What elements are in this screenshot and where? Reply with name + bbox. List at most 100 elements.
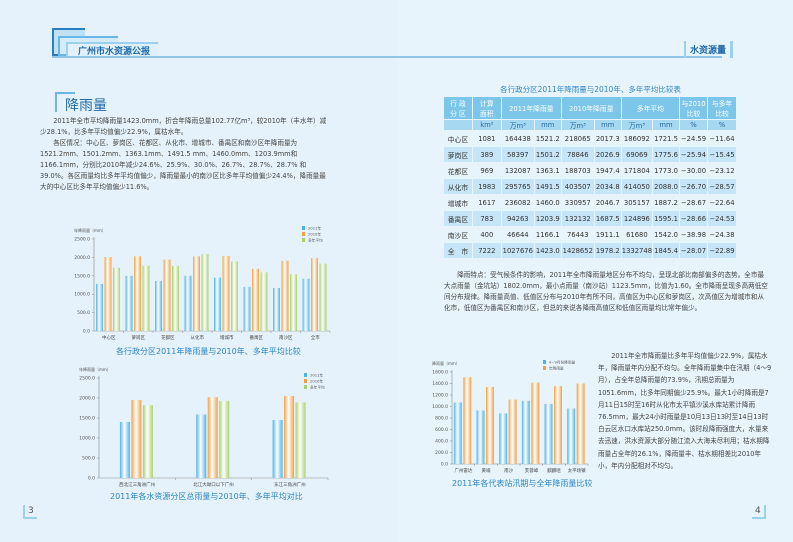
table-title: 各行政分区2011年降雨量与2010年、多年平均比较表 (500, 85, 681, 94)
x-tick-label: 全市 (311, 334, 320, 341)
unit: mm (534, 120, 562, 131)
th: 2010年降雨量 (561, 97, 622, 120)
bar-多年平均 (201, 254, 209, 331)
table-cell: 南沙区 (444, 227, 473, 243)
paragraph: 2011年全市降雨量比多年平均值偏少22.9%，属枯水年，降雨量年内分配不均匀。… (598, 352, 772, 470)
table-cell: 番禺区 (444, 211, 473, 227)
intro-text: 2011年全市平均降雨量1423.0mm，折合年降雨总量102.77亿m³，较2… (40, 116, 332, 193)
table-cell: −28.66 (680, 211, 708, 227)
table-cell: 414050 (621, 179, 654, 195)
bar-4~9月份降雨量 (544, 403, 553, 464)
unit: 万m³ (561, 120, 595, 131)
table-cell: 萝岗区 (444, 147, 473, 163)
bar-2011年 (119, 422, 130, 478)
header-ornament (66, 42, 158, 57)
table-cell: 2088.0 (653, 179, 681, 195)
bar-2010年 (193, 256, 200, 331)
table-cell: 171804 (621, 163, 654, 179)
publication-title: 广州市水资源公报 (78, 47, 151, 57)
bar-多年平均 (260, 272, 268, 331)
table-cell: 1491.5 (534, 179, 562, 195)
table-cell: 58397 (501, 147, 535, 163)
bar-2010年 (252, 268, 259, 331)
table-cell: 7222 (472, 243, 502, 259)
table-cell: 132087 (501, 163, 535, 179)
table-cell: 1775.6 (653, 147, 681, 163)
table-cell: 中心区 (444, 131, 473, 147)
table-cell: 61680 (621, 227, 654, 243)
header-rule (52, 56, 722, 58)
table-row: 从化市 1983 295765 1491.5 403507 2034.8 414050 208… (444, 179, 737, 195)
table-row: 南沙区 400 46644 1166.1 76443 1911.1 61680 1542.0−… (444, 227, 737, 243)
table-cell: 1081 (472, 131, 502, 147)
table-cell: 花都区 (444, 163, 473, 179)
paragraph: 2011年全市平均降雨量1423.0mm，折合年降雨总量102.77亿m³，较2… (40, 117, 327, 136)
bar-4~9月份降雨量 (567, 408, 576, 464)
table-cell: 969 (472, 163, 502, 179)
table-cell: 403507 (561, 179, 595, 195)
table-cell: 1166.1 (534, 227, 562, 243)
table-cell: 389 (472, 147, 502, 163)
table-cell: 1595.1 (653, 211, 681, 227)
table-cell: 1773.0 (653, 163, 681, 179)
bar-2010年 (134, 256, 141, 331)
table-cell: −24.38 (708, 227, 737, 243)
table-cell: 1911.1 (594, 227, 622, 243)
table-cell: 增城市 (444, 195, 473, 211)
bar-多年平均 (231, 261, 238, 331)
bar-2011年 (302, 278, 310, 331)
x-tick-label: 东江三角洲广州 (274, 481, 306, 488)
table-cell: 全 市 (444, 243, 473, 259)
y-tick-label: 1200.0 (432, 393, 448, 399)
bar-2010年 (222, 255, 230, 331)
bar-2011年 (243, 286, 251, 331)
table-cell: −38.98 (680, 227, 708, 243)
chapter-title: 水资源量 (684, 41, 734, 58)
y-tick-label: 1600.0 (432, 370, 448, 376)
unit: km² (472, 120, 502, 131)
th: 2011年降雨量 (501, 97, 562, 120)
legend-swatch (302, 226, 305, 230)
unit: 万m³ (621, 120, 654, 131)
section-ornament (55, 92, 75, 112)
bar-年降雨量 (576, 383, 585, 464)
summary-text: 2011年全市降雨量比多年平均值偏少22.9%，属枯水年，降雨量年内分配不均匀。… (598, 350, 773, 472)
y-tick-label: 2500.0 (74, 237, 90, 243)
legend-label: 2010年 (308, 232, 321, 237)
chart-caption: 2011年各代表站汛期与全年降雨量比较 (452, 479, 593, 488)
th: 与2010 比较 (680, 97, 708, 120)
table-cell: 188703 (561, 163, 595, 179)
legend-label: 2011年 (310, 373, 323, 378)
table-cell: −24.53 (708, 211, 737, 227)
table-cell: 1428652 (561, 243, 595, 259)
table-cell: −28.67 (680, 195, 708, 211)
bar-2011年 (96, 283, 103, 331)
table-cell: 1978.2 (594, 243, 622, 259)
table-cell: 236082 (501, 195, 535, 211)
th: 行 政 分 区 (444, 97, 473, 120)
y-tick-label: 2000.0 (74, 255, 90, 261)
bar-多年平均 (290, 274, 297, 331)
x-tick-label: 番禺区 (250, 334, 264, 341)
y-tick-label: 200.0 (435, 450, 448, 456)
y-tick-label: 800.0 (435, 416, 448, 422)
th: 计算 面积 (472, 97, 502, 120)
y-tick-label: 2000.0 (79, 396, 95, 402)
table-cell: 2046.7 (594, 195, 622, 211)
table-cell: 164438 (501, 131, 535, 147)
bar-年降雨量 (508, 399, 517, 464)
bar-多年平均 (219, 400, 230, 478)
y-tick-label: 1400.0 (432, 381, 448, 387)
x-tick-label: 南沙 (504, 467, 513, 473)
x-tick-label: 麒麟咀 (547, 467, 561, 473)
chart-zone-rainfall: 年降雨量（mm） 0.0 500.0 1000.0 1500.0 2000.0 2500.0… (79, 366, 329, 488)
table-cell: −28.57 (708, 179, 737, 195)
bar-年降雨量 (463, 377, 472, 464)
table-cell: 1687.5 (594, 211, 622, 227)
y-tick-label: 1000.0 (432, 404, 448, 410)
table-cell: 从化市 (444, 179, 473, 195)
legend-label: 多年平均 (308, 238, 323, 243)
bar-多年平均 (113, 267, 120, 331)
table-cell: 1501.2 (534, 147, 562, 163)
x-tick-label: 广州雷达 (454, 467, 472, 473)
